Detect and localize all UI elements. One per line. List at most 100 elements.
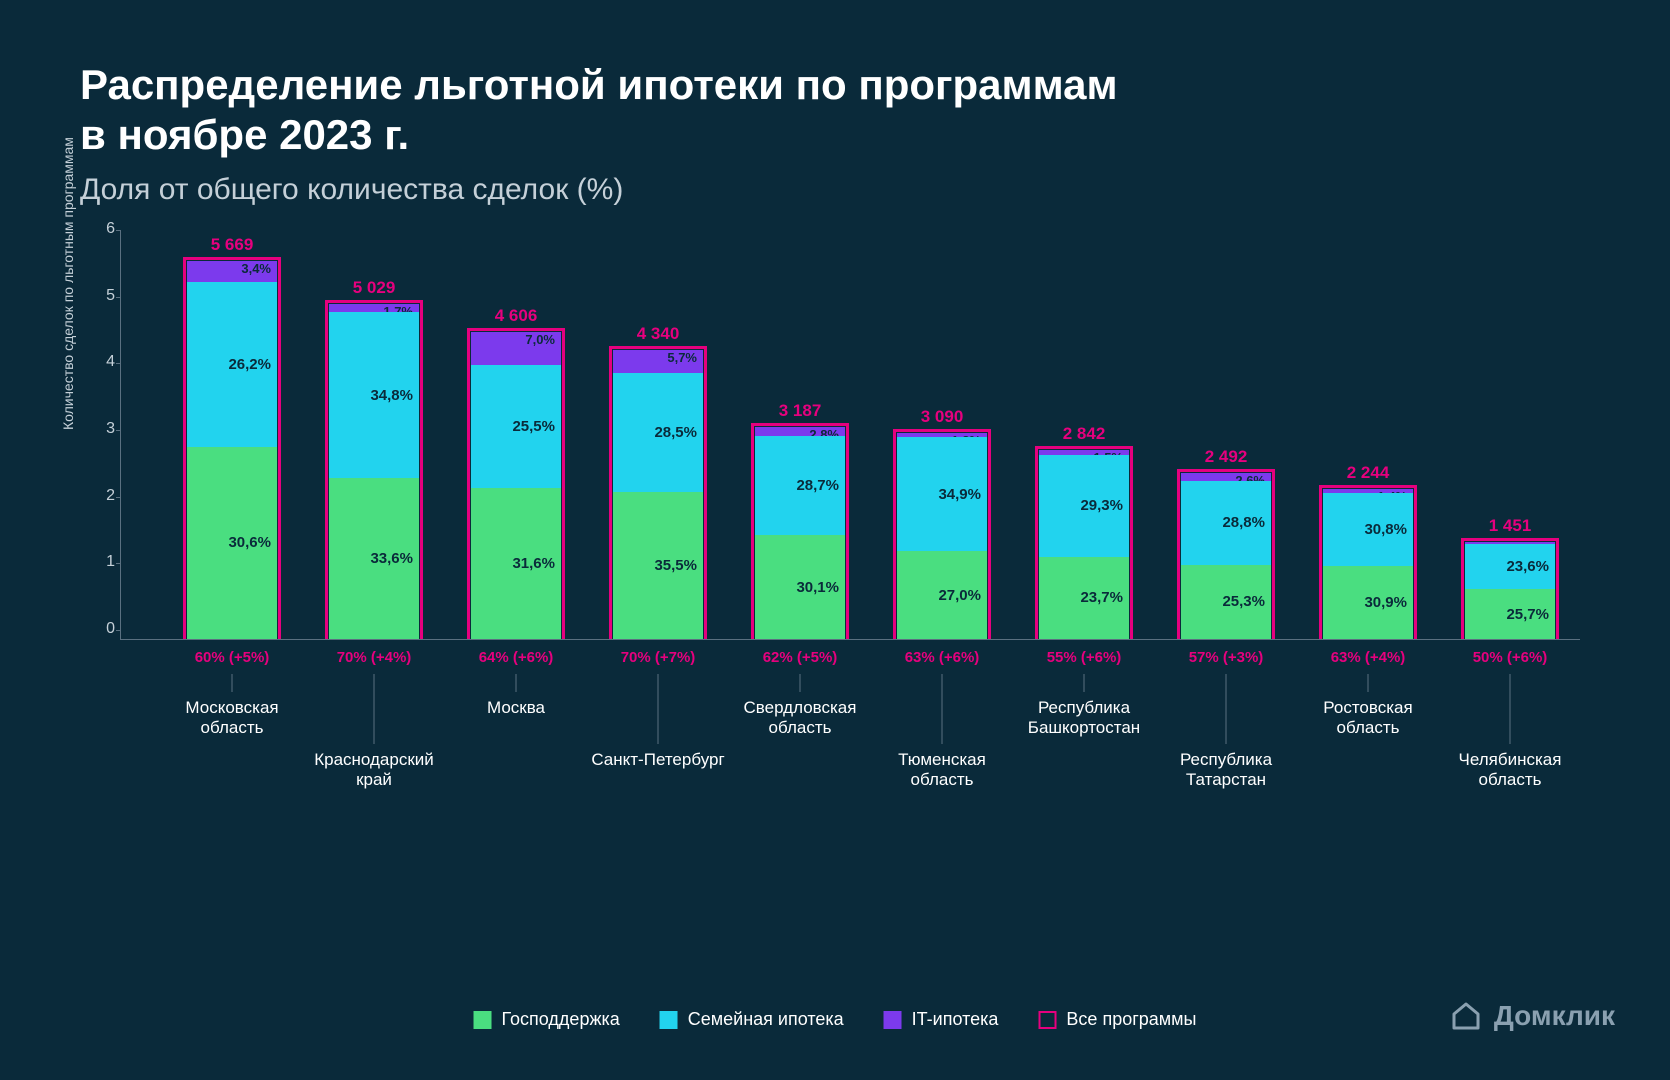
- share-label: 63% (+4%): [1331, 649, 1406, 666]
- segment-gov: 25,7%: [1465, 589, 1555, 639]
- bar-group: 30,1%28,7%2,8%3 18762% (+5%)Свердловская…: [755, 427, 845, 639]
- bar-group: 23,7%29,3%1,5%2 84255% (+6%)РеспубликаБа…: [1039, 450, 1129, 639]
- legend-item-it: IT-ипотека: [884, 1009, 999, 1030]
- region-label: Челябинскаяобласть: [1459, 750, 1562, 790]
- share-label: 50% (+6%): [1473, 649, 1548, 666]
- legend-item-family: Семейная ипотека: [660, 1009, 844, 1030]
- legend-label-gov: Господдержка: [502, 1009, 620, 1030]
- share-label: 57% (+3%): [1189, 649, 1264, 666]
- segment-family: 25,5%: [471, 365, 561, 487]
- region-label: Ростовскаяобласть: [1323, 698, 1412, 738]
- segment-gov: 35,5%: [613, 492, 703, 639]
- region-label: Москва: [487, 698, 545, 718]
- swatch-family: [660, 1011, 678, 1029]
- bar-stack: 33,6%34,8%1,7%: [329, 304, 419, 639]
- bar-group: 33,6%34,8%1,7%5 02970% (+4%)Краснодарски…: [329, 304, 419, 639]
- share-label: 62% (+5%): [763, 649, 838, 666]
- y-tick-label: 5: [91, 287, 115, 305]
- region-tick: [1510, 674, 1511, 744]
- region-tick: [1084, 674, 1085, 692]
- bar-stack: 25,3%28,8%2,6%: [1181, 473, 1271, 639]
- bar-stack: 23,7%29,3%1,5%: [1039, 450, 1129, 639]
- total-label: 5 669: [211, 235, 254, 255]
- segment-family: 28,8%: [1181, 481, 1271, 565]
- house-icon: [1450, 1000, 1482, 1032]
- bar-stack: 31,6%25,5%7,0%: [471, 332, 561, 639]
- segment-gov: 30,1%: [755, 535, 845, 639]
- segment-family: 34,8%: [329, 312, 419, 478]
- bar-group: 31,6%25,5%7,0%4 60664% (+6%)Москва: [471, 332, 561, 639]
- header: Распределение льготной ипотеки по програ…: [0, 0, 1670, 217]
- segment-it: 1,7%: [329, 304, 419, 312]
- segment-family: 29,3%: [1039, 455, 1129, 557]
- region-label: РеспубликаБашкортостан: [1028, 698, 1140, 738]
- plot-area: 012345630,6%26,2%3,4%5 66960% (+5%)Моско…: [120, 230, 1580, 640]
- legend-label-all: Все программы: [1066, 1009, 1196, 1030]
- region-label: Краснодарскийкрай: [314, 750, 434, 790]
- swatch-it: [884, 1011, 902, 1029]
- segment-gov: 25,3%: [1181, 565, 1271, 639]
- bar-group: 27,0%34,9%1,3%3 09063% (+6%)Тюменскаяобл…: [897, 433, 987, 639]
- bar-group: 30,9%30,8%1,4%2 24463% (+4%)Ростовскаяоб…: [1323, 489, 1413, 639]
- region-label: Санкт-Петербург: [591, 750, 724, 770]
- region-tick: [374, 674, 375, 744]
- swatch-gov: [474, 1011, 492, 1029]
- legend-label-it: IT-ипотека: [912, 1009, 999, 1030]
- bar-group: 25,3%28,8%2,6%2 49257% (+3%)РеспубликаТа…: [1181, 473, 1271, 639]
- region-tick: [1226, 674, 1227, 744]
- swatch-all: [1038, 1011, 1056, 1029]
- segment-family: 26,2%: [187, 282, 277, 446]
- share-label: 55% (+6%): [1047, 649, 1122, 666]
- title-line-2: в ноябре 2023 г.: [80, 111, 409, 158]
- segment-family: 34,9%: [897, 437, 987, 551]
- legend-item-all: Все программы: [1038, 1009, 1196, 1030]
- total-label: 3 090: [921, 407, 964, 427]
- region-label: Тюменскаяобласть: [898, 750, 986, 790]
- total-label: 4 606: [495, 306, 538, 326]
- total-label: 3 187: [779, 401, 822, 421]
- segment-gov: 30,9%: [1323, 566, 1413, 639]
- segment-family: 23,6%: [1465, 544, 1555, 589]
- segment-gov: 33,6%: [329, 478, 419, 639]
- bar-stack: 25,7%23,6%0,9%: [1465, 542, 1555, 639]
- bar-group: 30,6%26,2%3,4%5 66960% (+5%)Московскаяоб…: [187, 261, 277, 639]
- segment-it: 2,6%: [1181, 473, 1271, 481]
- share-label: 60% (+5%): [195, 649, 270, 666]
- total-label: 1 451: [1489, 516, 1532, 536]
- share-label: 64% (+6%): [479, 649, 554, 666]
- segment-gov: 23,7%: [1039, 557, 1129, 639]
- total-label: 2 492: [1205, 447, 1248, 467]
- share-label: 70% (+4%): [337, 649, 412, 666]
- share-label: 63% (+6%): [905, 649, 980, 666]
- segment-family: 28,5%: [613, 373, 703, 491]
- segment-family: 28,7%: [755, 436, 845, 535]
- legend-item-gov: Господдержка: [474, 1009, 620, 1030]
- region-tick: [658, 674, 659, 744]
- segment-gov: 31,6%: [471, 488, 561, 639]
- total-label: 5 029: [353, 278, 396, 298]
- region-tick: [232, 674, 233, 692]
- page-subtitle: Доля от общего количества сделок (%): [80, 173, 1590, 207]
- total-label: 2 244: [1347, 463, 1390, 483]
- y-axis-label: Количество сделок по льготным программам: [60, 137, 76, 430]
- bar-group: 35,5%28,5%5,7%4 34070% (+7%)Санкт-Петерб…: [613, 350, 703, 639]
- y-tick-label: 1: [91, 553, 115, 571]
- share-label: 70% (+7%): [621, 649, 696, 666]
- segment-gov: 30,6%: [187, 447, 277, 639]
- region-tick: [516, 674, 517, 692]
- chart: 012345630,6%26,2%3,4%5 66960% (+5%)Моско…: [120, 230, 1580, 640]
- title-line-1: Распределение льготной ипотеки по програ…: [80, 61, 1118, 108]
- y-tick-label: 6: [91, 220, 115, 238]
- legend-label-family: Семейная ипотека: [688, 1009, 844, 1030]
- bar-stack: 27,0%34,9%1,3%: [897, 433, 987, 639]
- region-tick: [942, 674, 943, 744]
- segment-it: 5,7%: [613, 350, 703, 374]
- segment-it: 2,8%: [755, 427, 845, 437]
- region-tick: [1368, 674, 1369, 692]
- bar-group: 25,7%23,6%0,9%1 45150% (+6%)Челябинскаяо…: [1465, 542, 1555, 639]
- bar-stack: 30,9%30,8%1,4%: [1323, 489, 1413, 639]
- bar-stack: 30,6%26,2%3,4%: [187, 261, 277, 639]
- segment-gov: 27,0%: [897, 551, 987, 639]
- bar-stack: 35,5%28,5%5,7%: [613, 350, 703, 639]
- region-label: РеспубликаТатарстан: [1180, 750, 1272, 790]
